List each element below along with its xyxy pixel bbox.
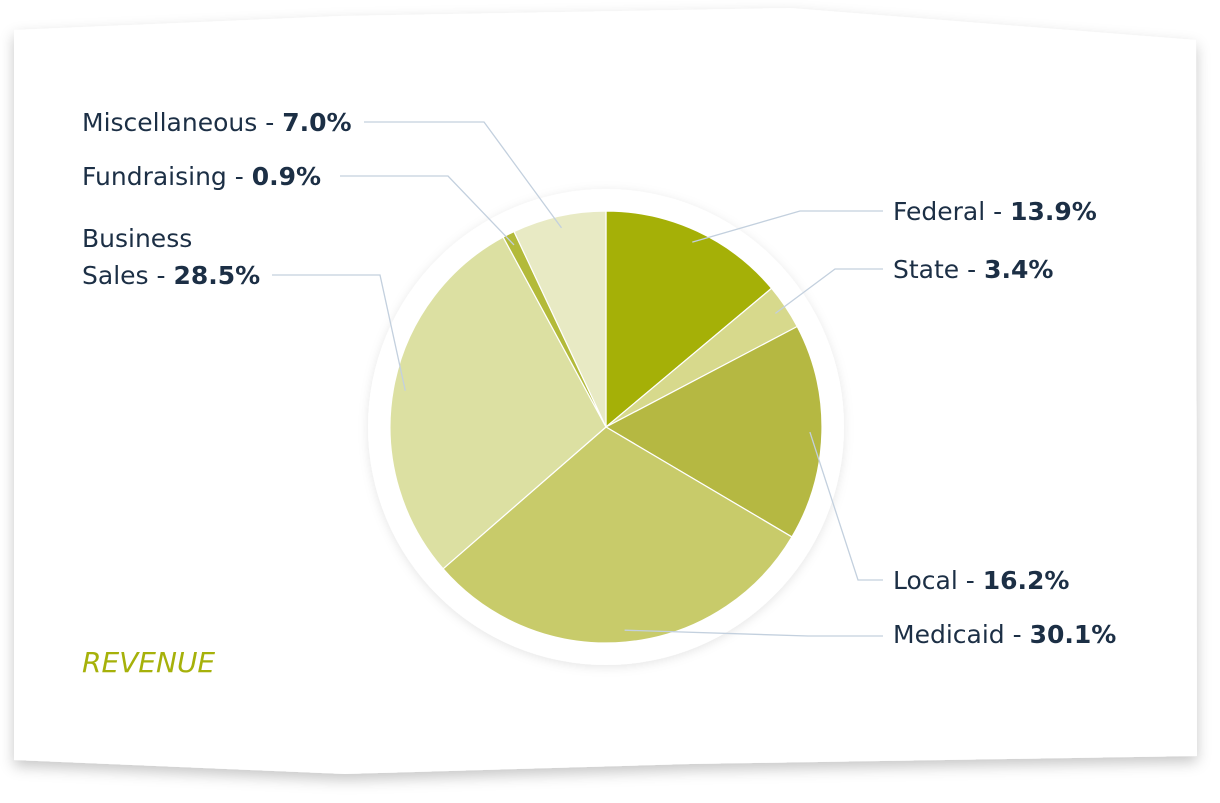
leader-line-state: [775, 268, 883, 314]
leader-line-federal: [692, 210, 883, 243]
leader-line-medicaid: [624, 629, 883, 637]
slice-label-value: 16.2%: [983, 566, 1070, 595]
chart-title: REVENUE: [82, 646, 215, 679]
slice-label-value: 30.1%: [1030, 620, 1117, 649]
pie-slice-business-sales: [389, 236, 607, 570]
slice-label-fundraising: Fundraising - 0.9%: [82, 162, 321, 191]
slice-label-value: 13.9%: [1010, 197, 1097, 226]
leader-lines: [272, 121, 883, 637]
slice-label-medicaid: Medicaid - 30.1%: [893, 620, 1116, 649]
pie-slice-local: [604, 325, 823, 538]
pie-slice-federal: [605, 210, 773, 429]
slice-label-name: Fundraising -: [82, 162, 252, 191]
slice-label-name: Sales -: [82, 261, 173, 290]
pie-slice-miscellaneous: [513, 210, 607, 428]
pie-slice-medicaid: [442, 426, 793, 644]
slice-label-name: Local -: [893, 566, 983, 595]
leader-line-miscellaneous: [364, 121, 563, 229]
slice-label-federal: Federal - 13.9%: [893, 197, 1097, 226]
slice-labels: Federal - 13.9% State - 3.4% Local - 16.2%…: [82, 108, 1116, 649]
slice-label-value: 7.0%: [282, 108, 351, 137]
slice-label-local: Local - 16.2%: [893, 566, 1069, 595]
slice-label-miscellaneous: Miscellaneous - 7.0%: [82, 108, 352, 137]
leader-line-fundraising: [340, 175, 515, 246]
slice-label-state: State - 3.4%: [893, 255, 1053, 284]
slice-label-name: Federal -: [893, 197, 1010, 226]
leader-line-business-sales: [272, 274, 406, 391]
pie-slices: [389, 210, 823, 644]
slice-label-name: Miscellaneous -: [82, 108, 282, 137]
slice-label-name: Medicaid -: [893, 620, 1030, 649]
leader-line-local: [809, 431, 883, 581]
slice-label-name: Business: [82, 224, 192, 253]
slice-label-value: 3.4%: [984, 255, 1053, 284]
slice-label-business-sales: Business Sales - 28.5%: [82, 224, 260, 290]
slice-label-value: 28.5%: [173, 261, 260, 290]
slice-label-value: 0.9%: [252, 162, 321, 191]
slice-label-name: State -: [893, 255, 984, 284]
